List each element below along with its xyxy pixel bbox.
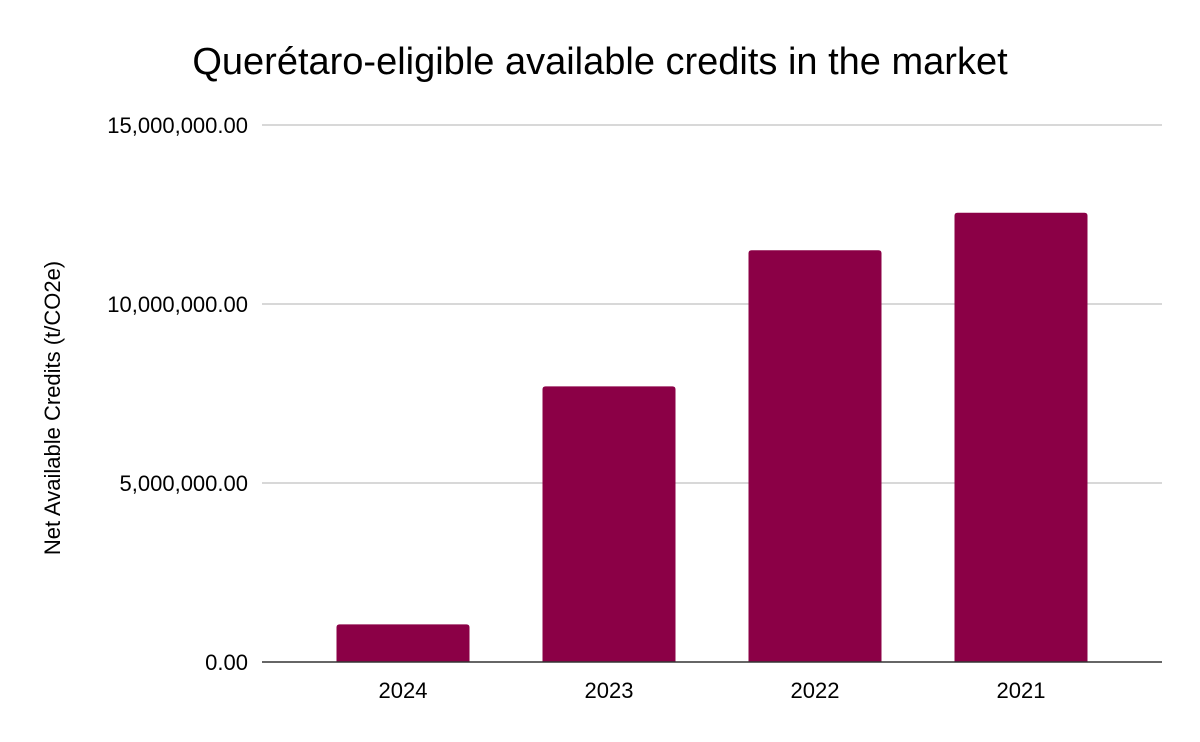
y-tick-label: 5,000,000.00 bbox=[120, 471, 248, 496]
y-tick-label: 0.00 bbox=[205, 650, 248, 675]
chart-title: Querétaro-eligible available credits in … bbox=[192, 41, 1008, 83]
y-axis-ticks: 0.00 5,000,000.00 10,000,000.00 15,000,000.… bbox=[107, 113, 248, 675]
x-axis-ticks: 2024 2023 2022 2021 bbox=[379, 678, 1046, 703]
y-tick-label: 10,000,000.00 bbox=[107, 292, 248, 317]
x-tick-label: 2023 bbox=[585, 678, 634, 703]
bar-2021 bbox=[954, 212, 1088, 662]
bar-2024 bbox=[336, 624, 470, 662]
y-tick-label: 15,000,000.00 bbox=[107, 113, 248, 138]
y-axis-label: Net Available Credits (t/CO2e) bbox=[40, 261, 65, 555]
bar-2023 bbox=[542, 386, 676, 662]
x-tick-label: 2021 bbox=[997, 678, 1046, 703]
bars bbox=[336, 212, 1088, 663]
x-tick-label: 2022 bbox=[791, 678, 840, 703]
bar-2022 bbox=[748, 250, 882, 663]
x-tick-label: 2024 bbox=[379, 678, 428, 703]
